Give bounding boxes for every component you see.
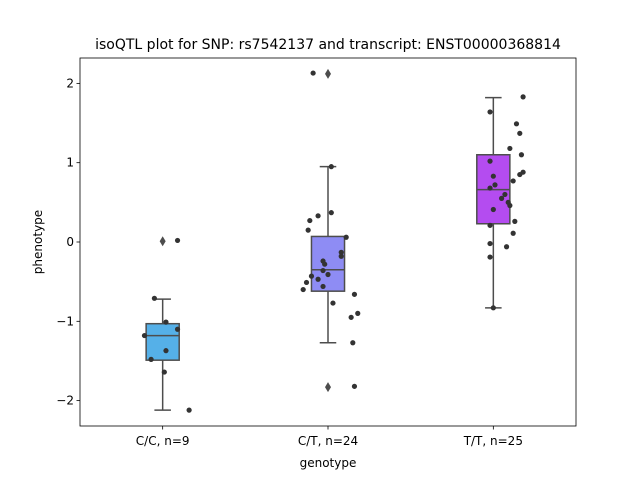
data-point bbox=[148, 356, 154, 362]
data-point bbox=[310, 70, 316, 76]
x-axis-label: genotype bbox=[300, 456, 357, 470]
data-point bbox=[499, 195, 505, 201]
data-point bbox=[487, 254, 493, 260]
data-point bbox=[315, 276, 321, 282]
plot-frame bbox=[79, 57, 577, 427]
data-point bbox=[322, 261, 328, 267]
x-tick-label: C/T, n=24 bbox=[298, 434, 358, 448]
data-point bbox=[351, 383, 358, 389]
outlier-marker bbox=[325, 382, 331, 393]
data-point bbox=[315, 213, 321, 219]
data-point bbox=[338, 249, 344, 255]
data-point bbox=[330, 300, 336, 306]
data-point bbox=[320, 267, 326, 274]
x-tick-label: T/T, n=25 bbox=[463, 434, 523, 448]
data-point bbox=[517, 130, 523, 136]
data-point bbox=[320, 283, 326, 290]
data-point bbox=[507, 202, 513, 209]
data-point bbox=[487, 158, 493, 164]
data-point bbox=[351, 291, 358, 297]
data-point bbox=[520, 94, 526, 100]
data-point bbox=[305, 227, 311, 233]
data-point bbox=[510, 230, 516, 236]
data-point bbox=[151, 295, 157, 301]
data-point bbox=[487, 240, 493, 247]
y-tick-label: 0 bbox=[66, 235, 74, 249]
outlier-marker bbox=[325, 68, 331, 79]
data-point bbox=[490, 305, 496, 311]
data-point bbox=[174, 237, 181, 244]
data-point bbox=[328, 164, 334, 170]
plot-area: −2 −1 0 1 2 C/C, n=9 C/T, n=24 T/T, n=25 bbox=[56, 68, 526, 448]
y-tick-label: −2 bbox=[56, 394, 74, 408]
data-point bbox=[513, 121, 520, 127]
data-point bbox=[507, 145, 513, 152]
chart-title: isoQTL plot for SNP: rs7542137 and trans… bbox=[95, 37, 561, 53]
data-point bbox=[348, 314, 354, 320]
data-point bbox=[487, 109, 493, 115]
data-point bbox=[174, 326, 181, 332]
data-point bbox=[487, 222, 493, 228]
data-point bbox=[338, 253, 344, 259]
data-point bbox=[163, 348, 169, 354]
box bbox=[310, 235, 346, 292]
data-point bbox=[503, 244, 510, 250]
data-point bbox=[492, 182, 498, 188]
data-point bbox=[186, 407, 192, 413]
data-point bbox=[350, 340, 356, 346]
data-point bbox=[343, 234, 349, 240]
data-point bbox=[307, 217, 313, 224]
data-point bbox=[512, 218, 518, 224]
box bbox=[145, 322, 180, 361]
data-point bbox=[510, 178, 516, 184]
x-tick-label: C/C, n=9 bbox=[136, 434, 190, 448]
y-tick-label: 2 bbox=[66, 76, 74, 90]
data-point bbox=[141, 332, 148, 339]
data-point bbox=[487, 185, 493, 191]
data-point bbox=[300, 286, 306, 293]
y-tick-label: 1 bbox=[66, 156, 74, 170]
data-point bbox=[517, 171, 523, 178]
data-point bbox=[163, 319, 169, 325]
data-point bbox=[518, 152, 525, 158]
y-tick-label: −1 bbox=[56, 314, 74, 328]
data-point bbox=[355, 310, 361, 316]
data-point bbox=[490, 173, 496, 179]
data-point bbox=[490, 206, 496, 213]
data-point bbox=[328, 210, 334, 216]
data-point bbox=[303, 279, 310, 286]
data-point bbox=[161, 369, 167, 375]
data-point bbox=[308, 273, 315, 279]
data-point bbox=[325, 271, 331, 278]
outlier-marker bbox=[159, 236, 166, 247]
data-point bbox=[502, 191, 508, 198]
y-axis-label: phenotype bbox=[31, 210, 45, 274]
